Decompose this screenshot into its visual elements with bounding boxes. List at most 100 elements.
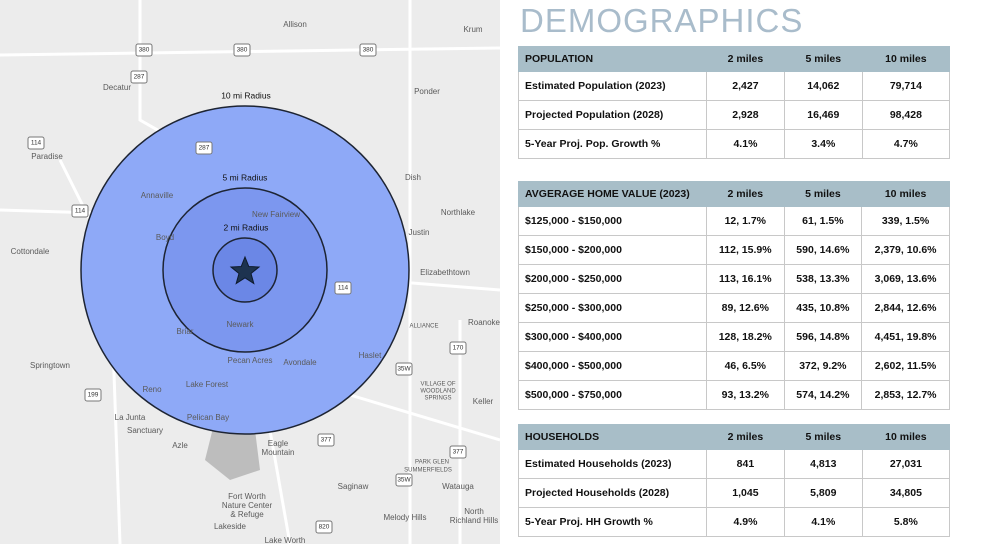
cell: 3,069, 13.6% — [861, 264, 950, 294]
cell: 3.4% — [783, 129, 863, 159]
data-table: AVGERAGE HOME VALUE (2023) 2 miles 5 miles… — [518, 181, 950, 410]
road-label: 287 — [134, 74, 145, 81]
place-label: Nature Center — [222, 501, 273, 510]
cell: 4,451, 19.8% — [861, 322, 950, 352]
cell: 2 miles — [706, 181, 785, 207]
road-label: 114 — [31, 140, 42, 147]
place-label: Elizabethtown — [420, 268, 470, 277]
row: 5-Year Proj. Pop. Growth % 4.1% 3.4% 4.7% — [518, 129, 951, 159]
header-row: AVGERAGE HOME VALUE (2023) 2 miles 5 miles… — [518, 181, 950, 207]
road-label: 35W — [397, 477, 411, 484]
place-label: PARK GLEN — [415, 460, 449, 466]
place-label: Newark — [226, 320, 254, 329]
cell: 16,469 — [783, 100, 863, 130]
radius-label: 10 mi Radius — [221, 90, 271, 100]
place-label: Cottondale — [11, 247, 50, 256]
cell: 61, 1.5% — [783, 206, 863, 236]
cell: 596, 14.8% — [783, 322, 863, 352]
cell: 128, 18.2% — [706, 322, 785, 352]
place-label: Avondale — [283, 358, 317, 367]
map: 10 mi Radius 5 mi Radius 2 mi Radius Alliso… — [0, 0, 500, 544]
cell: 2,427 — [706, 71, 785, 101]
place-label: Boyd — [156, 233, 174, 242]
row: Projected Population (2028) 2,928 16,469 98… — [518, 100, 951, 130]
road-label: 380 — [363, 47, 374, 54]
cell: 5,809 — [783, 478, 863, 508]
road-shield — [233, 43, 251, 57]
cell: 98,428 — [861, 100, 951, 130]
row: 5-Year Proj. HH Growth % 4.9% 4.1% 5.8% — [518, 507, 951, 537]
place-label: Richland Hills — [450, 516, 498, 525]
road-label: 199 — [88, 392, 99, 399]
road-shield — [71, 204, 89, 218]
row: Estimated Households (2023) 841 4,813 27,03… — [518, 449, 951, 479]
cell: 46, 6.5% — [706, 351, 785, 381]
place-label: Eagle — [268, 439, 289, 448]
place-label: Fort Worth — [228, 492, 266, 501]
cell: 14,062 — [783, 71, 863, 101]
cell: 10 miles — [861, 181, 950, 207]
place-label: Annaville — [141, 191, 174, 200]
road-shield — [449, 341, 467, 355]
cell: $300,000 - $400,000 — [518, 322, 707, 352]
road-label: 170 — [453, 345, 464, 352]
cell: 590, 14.6% — [783, 235, 863, 265]
road-label: 377 — [321, 437, 332, 444]
data-table: POPULATION 2 miles 5 miles 10 miles Estimate… — [518, 46, 951, 159]
place-label: Lake Worth — [265, 536, 306, 544]
row: $125,000 - $150,000 12, 1.7% 61, 1.5% 339, … — [518, 206, 950, 236]
cell: 2 miles — [706, 46, 785, 72]
place-label: WOODLAND — [420, 389, 456, 395]
row: $300,000 - $400,000 128, 18.2% 596, 14.8% 4… — [518, 322, 950, 352]
cell: 89, 12.6% — [706, 293, 785, 323]
cell: 5.8% — [861, 507, 951, 537]
cell: 5 miles — [783, 181, 863, 207]
place-label: Watauga — [442, 482, 474, 491]
row: $250,000 - $300,000 89, 12.6% 435, 10.8% 2,… — [518, 293, 950, 323]
road-shield — [315, 520, 333, 534]
center-star — [229, 255, 261, 285]
road-label: 287 — [199, 145, 210, 152]
place-label: Allison — [283, 20, 307, 29]
row: Projected Households (2028) 1,045 5,809 34,… — [518, 478, 951, 508]
cell: 4.7% — [861, 129, 951, 159]
cell: 538, 13.3% — [783, 264, 863, 294]
place-label: Saginaw — [338, 482, 369, 491]
cell: 372, 9.2% — [783, 351, 863, 381]
road-label: 114 — [75, 208, 86, 215]
cell: $400,000 - $500,000 — [518, 351, 707, 381]
cell: 79,714 — [861, 71, 951, 101]
road-label: 377 — [453, 449, 464, 456]
road-shield — [449, 445, 467, 459]
place-label: ALLIANCE — [409, 324, 438, 330]
place-label: Lakeside — [214, 522, 247, 531]
title: DEMOGRAPHICS — [520, 2, 804, 39]
place-label: SPRINGS — [424, 396, 451, 402]
cell: 12, 1.7% — [706, 206, 785, 236]
place-label: Pecan Acres — [228, 356, 273, 365]
cell: 5-Year Proj. Pop. Growth % — [518, 129, 707, 159]
cell: 93, 13.2% — [706, 380, 785, 410]
place-label: VILLAGE OF — [420, 382, 455, 388]
place-label: Dish — [405, 173, 421, 182]
cell: 2 miles — [706, 424, 785, 450]
cell: 27,031 — [861, 449, 951, 479]
cell: $150,000 - $200,000 — [518, 235, 707, 265]
row: $500,000 - $750,000 93, 13.2% 574, 14.2% 2,… — [518, 380, 950, 410]
place-label: Melody Hills — [383, 513, 426, 522]
road-shield — [135, 43, 153, 57]
road-shield — [195, 141, 213, 155]
cell: $250,000 - $300,000 — [518, 293, 707, 323]
cell: 5 miles — [783, 424, 863, 450]
place-label: Springtown — [30, 361, 70, 370]
place-label: Briar — [177, 327, 194, 336]
place-label: Mountain — [262, 448, 295, 457]
place-label: Ponder — [414, 87, 440, 96]
place-label: Sanctuary — [127, 426, 163, 435]
cell: Estimated Population (2023) — [518, 71, 707, 101]
road-shield — [84, 388, 102, 402]
place-label: Reno — [142, 385, 162, 394]
radius-label: 5 mi Radius — [223, 172, 268, 182]
place-label: Roanoke — [468, 318, 500, 327]
cell: HOUSEHOLDS — [518, 424, 707, 450]
